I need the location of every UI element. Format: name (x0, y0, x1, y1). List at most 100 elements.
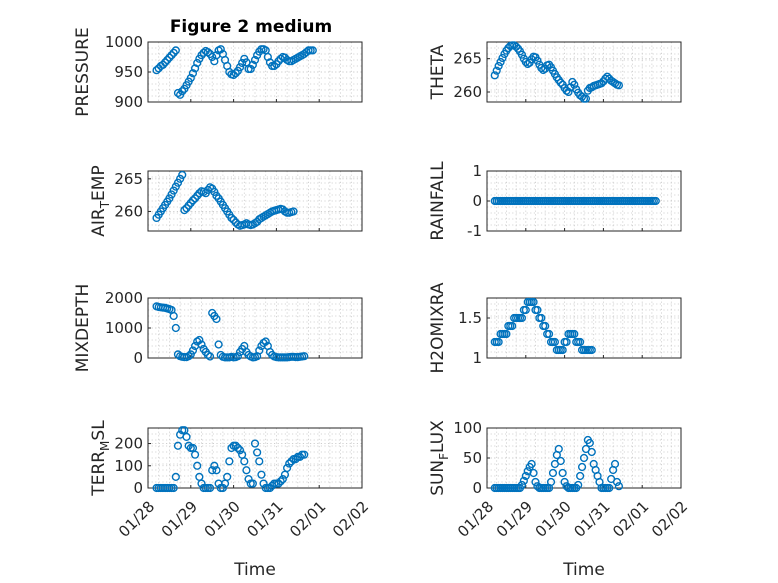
data-point (171, 323, 180, 333)
data-point (308, 46, 317, 55)
data-point (255, 457, 264, 466)
y-axis-label: SUNFLUX (428, 420, 451, 496)
data-point (231, 69, 240, 78)
data-point (167, 51, 176, 60)
y-axis-label: RAINFALL (428, 161, 448, 241)
data-point (276, 477, 285, 486)
data-point (212, 314, 221, 324)
data-point (169, 311, 178, 321)
subplot-terr_msl: 0 100 200 01/28 01/29 01/30 01/31 02/01 02/02 Tim… (89, 420, 372, 580)
data-point (587, 447, 596, 457)
data-point (562, 337, 571, 347)
data-point (494, 337, 503, 347)
data-point (231, 441, 240, 450)
figure-title: Figure 2 medium (170, 17, 332, 37)
data-point (171, 46, 180, 55)
data-point (564, 87, 573, 97)
y-tick-label: 0 (472, 479, 482, 497)
subplot-theta: 260 265 THETA (428, 41, 682, 103)
data-point (188, 346, 198, 355)
y-tick-label: 0 (133, 349, 143, 367)
y-axis-label: AIRTEMP (89, 165, 112, 236)
data-point (216, 45, 225, 54)
data-point (508, 321, 517, 331)
data-point (210, 461, 219, 470)
data-point (300, 352, 309, 361)
data-point (173, 178, 183, 187)
data-point (291, 455, 300, 464)
data-point (193, 461, 202, 470)
data-point (214, 340, 223, 349)
x-tick-label: 01/31 (243, 498, 286, 541)
data-point (517, 50, 527, 59)
data-point (544, 329, 554, 339)
data-point (184, 352, 193, 361)
data-point (259, 479, 268, 488)
data-point (167, 190, 176, 199)
grid (487, 428, 681, 488)
data-point (233, 352, 242, 361)
data-point (208, 52, 217, 62)
data-point (541, 321, 550, 331)
data-point (605, 483, 614, 493)
data-point (570, 80, 579, 89)
y-tick-label: 1000 (105, 319, 143, 337)
data-point (235, 63, 245, 72)
data-point (270, 61, 279, 71)
subplot-pressure: 900 950 1000 PRESSURE (73, 27, 363, 117)
y-tick-label: 1 (472, 349, 482, 367)
axes-border (486, 297, 682, 359)
data-point (274, 57, 283, 66)
axes-border (147, 427, 363, 489)
data-point (238, 58, 247, 68)
x-tick-label: 01/31 (570, 498, 613, 541)
y-tick-label: 1.5 (458, 309, 482, 327)
data-point (556, 456, 565, 466)
x-tick-label: 01/30 (201, 498, 244, 541)
data-point (521, 305, 530, 315)
data-point (531, 477, 540, 487)
subplot-rainfall: -1 0 1 RAINFALL (428, 161, 682, 241)
data-point (614, 482, 624, 491)
data-point (169, 186, 178, 195)
data-point (229, 70, 238, 80)
data-point (587, 345, 596, 355)
data-point (289, 207, 298, 216)
data-point (492, 66, 501, 75)
data-point (203, 48, 213, 57)
data-point (527, 459, 536, 469)
x-tick-label: 01/28 (115, 498, 158, 541)
data-point (610, 459, 620, 469)
data-point (182, 432, 191, 441)
data-point (498, 53, 507, 63)
data-point (188, 69, 198, 78)
data-point (195, 335, 204, 345)
x-tick-label: 01/29 (493, 498, 536, 541)
data-point (581, 94, 591, 103)
grid (487, 298, 681, 358)
data-point (517, 313, 527, 323)
data-point (169, 483, 178, 493)
data-point (163, 55, 172, 65)
data-point (227, 213, 236, 223)
y-tick-label: 100 (453, 419, 482, 437)
data-point (180, 206, 189, 215)
data-point (255, 346, 264, 355)
y-axis-label: THETA (428, 44, 448, 100)
x-tick-label: 02/01 (286, 498, 329, 541)
data-point (295, 452, 305, 461)
data-point (161, 58, 170, 67)
data-point (576, 337, 585, 347)
data-point (496, 57, 505, 67)
x-tick-label: 01/30 (532, 498, 575, 541)
data-point (285, 459, 294, 468)
data-point (558, 345, 567, 355)
data-point (210, 187, 219, 196)
data-point (158, 60, 168, 69)
data-point (550, 337, 560, 347)
x-tick-label: 02/02 (648, 498, 691, 541)
data-point (612, 477, 622, 487)
data-point (533, 56, 542, 65)
